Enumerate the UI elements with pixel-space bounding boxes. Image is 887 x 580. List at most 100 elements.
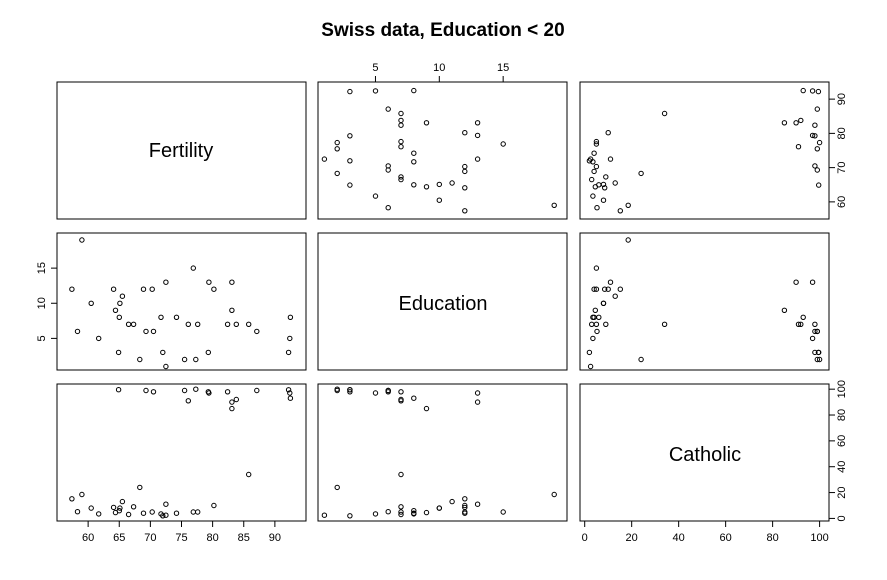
point-catholic-vs-fertility-21 [607, 156, 614, 162]
point-education-vs-fertility-24 [398, 144, 404, 150]
tick-label-fertility-right-90: 90 [836, 93, 848, 105]
panel-frame-fert-cath [56, 383, 307, 522]
point-fertility-vs-catholic-4 [96, 511, 102, 517]
point-education-vs-catholic-16 [462, 509, 468, 515]
tick-label-education-top-10: 10 [433, 62, 445, 74]
point-catholic-vs-education-19 [586, 349, 593, 356]
panel-frame-education-diag [317, 232, 568, 371]
tick-label-fertility-bottom-65: 65 [113, 532, 125, 544]
point-catholic-vs-education-20 [587, 363, 594, 370]
point-education-vs-fertility-0 [462, 208, 468, 214]
point-fertility-vs-catholic-29 [206, 390, 212, 396]
point-fertility-vs-education-33 [229, 307, 235, 313]
point-catholic-vs-fertility-7 [816, 182, 822, 188]
point-education-vs-fertility-25 [500, 141, 506, 147]
point-fertility-vs-education-18 [158, 314, 164, 320]
point-fertility-vs-education-35 [246, 321, 252, 327]
points-layer [69, 87, 823, 519]
point-catholic-vs-fertility-29 [809, 132, 816, 139]
point-fertility-vs-education-6 [112, 307, 119, 313]
point-fertility-vs-catholic-38 [287, 390, 293, 396]
point-education-vs-catholic-36 [385, 387, 391, 394]
tick-label-education-left-5: 5 [36, 335, 48, 341]
point-education-vs-fertility-28 [347, 133, 353, 139]
point-education-vs-fertility-6 [423, 184, 430, 190]
point-catholic-vs-education-1 [594, 328, 600, 335]
tick-label-fertility-bottom-90: 90 [269, 532, 281, 544]
panel-frame-edu-fert [317, 81, 568, 220]
tick-label-catholic-right-40: 40 [836, 461, 848, 473]
diag-label-catholic: Catholic [669, 444, 741, 466]
point-education-vs-fertility-20 [321, 156, 328, 162]
point-fertility-vs-catholic-35 [246, 471, 252, 478]
point-fertility-vs-education-25 [190, 265, 197, 271]
point-education-vs-catholic-19 [347, 513, 353, 519]
point-fertility-vs-education-23 [181, 356, 188, 363]
point-education-vs-catholic-35 [398, 471, 404, 478]
point-education-vs-catholic-1 [385, 509, 391, 515]
point-education-vs-catholic-12 [398, 504, 404, 510]
point-education-vs-catholic-9 [436, 505, 442, 511]
point-fertility-vs-catholic-13 [137, 484, 143, 491]
point-catholic-vs-fertility-26 [816, 139, 823, 146]
point-education-vs-catholic-26 [334, 386, 340, 392]
point-education-vs-fertility-4 [372, 193, 379, 199]
point-fertility-vs-education-3 [88, 300, 94, 306]
point-fertility-vs-catholic-34 [233, 396, 240, 403]
point-fertility-vs-catholic-33 [229, 405, 235, 412]
point-catholic-vs-fertility-20 [587, 156, 594, 162]
point-education-vs-catholic-38 [372, 390, 379, 396]
point-education-vs-fertility-7 [347, 182, 353, 188]
tick-label-fertility-right-70: 70 [836, 162, 848, 174]
point-catholic-vs-education-16 [593, 286, 600, 292]
point-education-vs-fertility-12 [398, 174, 404, 180]
tick-label-catholic-bottom-20: 20 [626, 532, 638, 544]
point-catholic-vs-education-30 [605, 286, 611, 292]
point-education-vs-fertility-19 [347, 158, 353, 164]
point-fertility-vs-catholic-36 [254, 387, 260, 394]
point-fertility-vs-education-36 [254, 328, 260, 335]
point-catholic-vs-education-10 [612, 293, 618, 299]
point-fertility-vs-education-5 [110, 286, 117, 292]
tick-label-education-top-5: 5 [372, 62, 378, 74]
tick-label-catholic-bottom-60: 60 [720, 532, 732, 544]
point-fertility-vs-catholic-31 [224, 389, 231, 395]
point-fertility-vs-catholic-7 [115, 387, 122, 393]
point-catholic-vs-fertility-17 [812, 163, 818, 169]
point-education-vs-catholic-34 [398, 396, 404, 403]
point-catholic-vs-education-5 [602, 286, 608, 292]
point-catholic-vs-education-37 [815, 349, 822, 356]
point-fertility-vs-catholic-30 [211, 502, 217, 509]
point-education-vs-catholic-4 [372, 511, 379, 517]
axes-layer: 60 65 70 75 80 85 90 60 70 80 90 5 10 15 5 10 15 0 20 40 60 8… [36, 62, 848, 544]
point-catholic-vs-education-23 [814, 356, 820, 363]
point-education-vs-fertility-26 [334, 139, 340, 146]
tick-label-education-left-10: 10 [36, 297, 48, 309]
tick-label-fertility-bottom-85: 85 [238, 532, 250, 544]
point-education-vs-fertility-34 [398, 117, 404, 124]
point-education-vs-fertility-31 [398, 122, 404, 128]
point-fertility-vs-education-10 [119, 293, 126, 299]
point-education-vs-catholic-39 [411, 395, 417, 401]
point-fertility-vs-catholic-25 [190, 509, 197, 515]
point-fertility-vs-education-16 [149, 286, 155, 292]
point-education-vs-fertility-32 [474, 120, 481, 126]
point-catholic-vs-fertility-2 [625, 202, 631, 209]
point-catholic-vs-fertility-28 [812, 133, 818, 139]
point-fertility-vs-education-7 [115, 349, 122, 356]
point-fertility-vs-education-24 [185, 321, 192, 327]
point-catholic-vs-fertility-4 [590, 193, 596, 199]
point-catholic-vs-fertility-39 [800, 87, 806, 94]
point-fertility-vs-education-15 [143, 328, 149, 335]
point-education-vs-fertility-21 [474, 156, 481, 162]
point-fertility-vs-catholic-37 [285, 387, 292, 393]
tick-label-catholic-bottom-0: 0 [582, 532, 588, 544]
point-catholic-vs-fertility-36 [814, 106, 820, 112]
point-catholic-vs-fertility-12 [603, 174, 609, 180]
point-education-vs-catholic-11 [398, 511, 404, 518]
point-catholic-vs-education-12 [603, 321, 609, 327]
point-education-vs-fertility-37 [347, 88, 353, 95]
point-education-vs-fertility-10 [449, 180, 455, 186]
tick-label-catholic-right-60: 60 [836, 435, 848, 447]
